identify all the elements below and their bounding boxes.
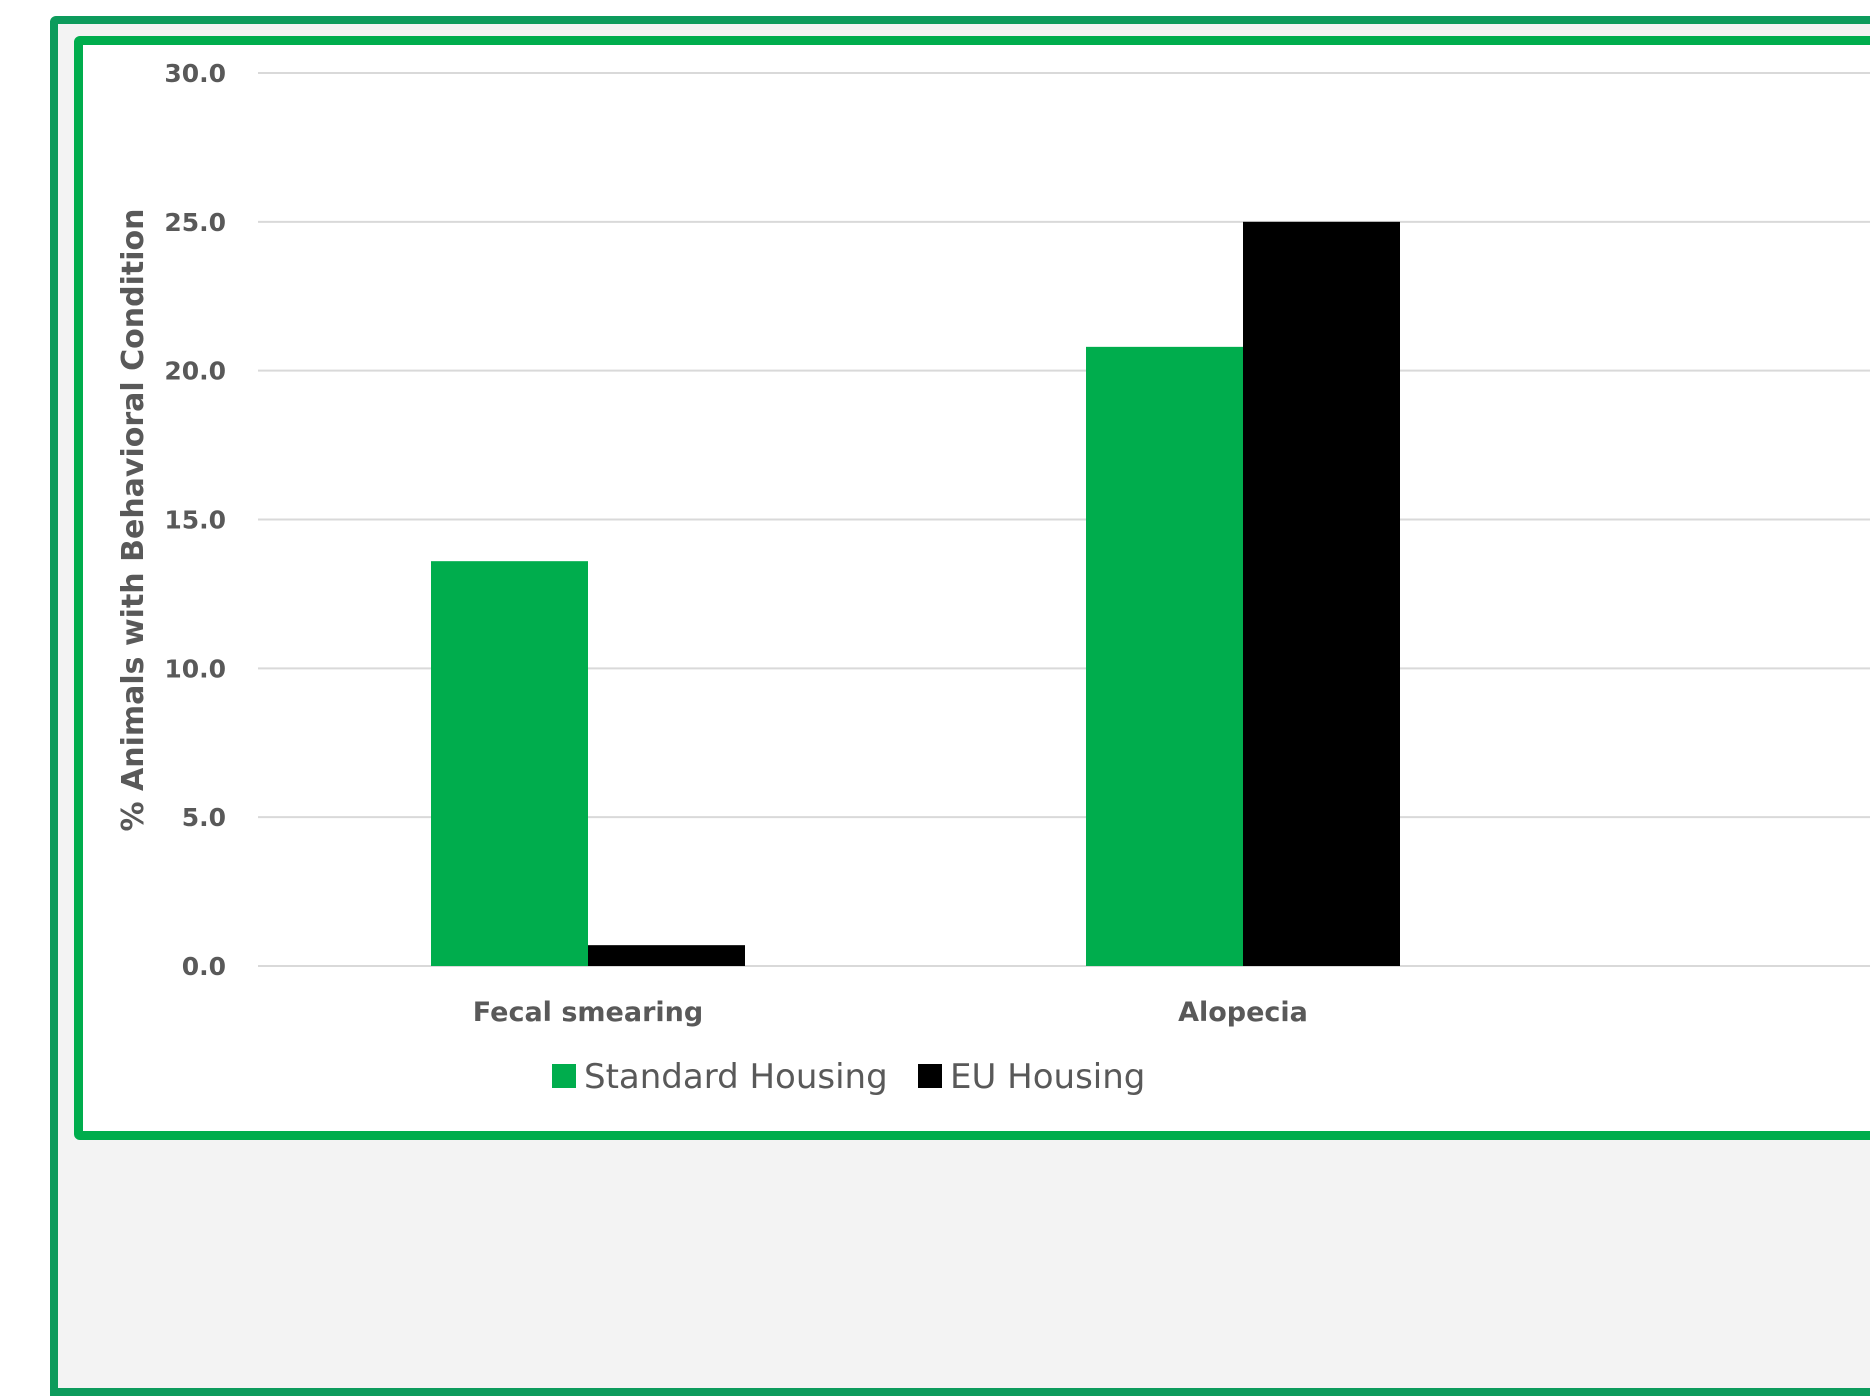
bar-eu-1 <box>1243 221 1400 967</box>
y-tick-label: 20.0 <box>164 357 226 386</box>
y-tick-label: 15.0 <box>164 506 226 535</box>
y-tick-label: 30.0 <box>164 59 226 88</box>
bar-standard-1 <box>1086 346 1243 966</box>
legend: Standard Housing EU Housing <box>552 1057 1145 1097</box>
legend-swatch <box>552 1064 576 1088</box>
y-tick-label: 0.0 <box>182 952 226 981</box>
legend-swatch <box>918 1064 942 1088</box>
y-tick-label: 10.0 <box>164 654 226 683</box>
category-label: Fecal smearing <box>473 997 703 1028</box>
bars <box>431 221 1400 967</box>
y-axis-title: % Animals with Behavioral Condition <box>116 209 151 832</box>
x-axis-category-labels: Fecal smearing Alopecia <box>473 997 1308 1028</box>
chart-frame <box>74 36 1870 1140</box>
y-tick-label: 25.0 <box>164 208 226 237</box>
y-tick-label: 5.0 <box>182 803 226 832</box>
bar-chart: 0.0 5.0 10.0 15.0 20.0 25.0 30.0 % Animals wit… <box>116 59 1870 1097</box>
bar-eu-0 <box>588 945 745 966</box>
y-axis-tick-labels: 0.0 5.0 10.0 15.0 20.0 25.0 30.0 <box>164 59 226 981</box>
legend-label: Standard Housing <box>584 1057 888 1097</box>
legend-label: EU Housing <box>950 1057 1145 1097</box>
category-label: Alopecia <box>1178 997 1308 1028</box>
bar-standard-0 <box>431 561 588 966</box>
